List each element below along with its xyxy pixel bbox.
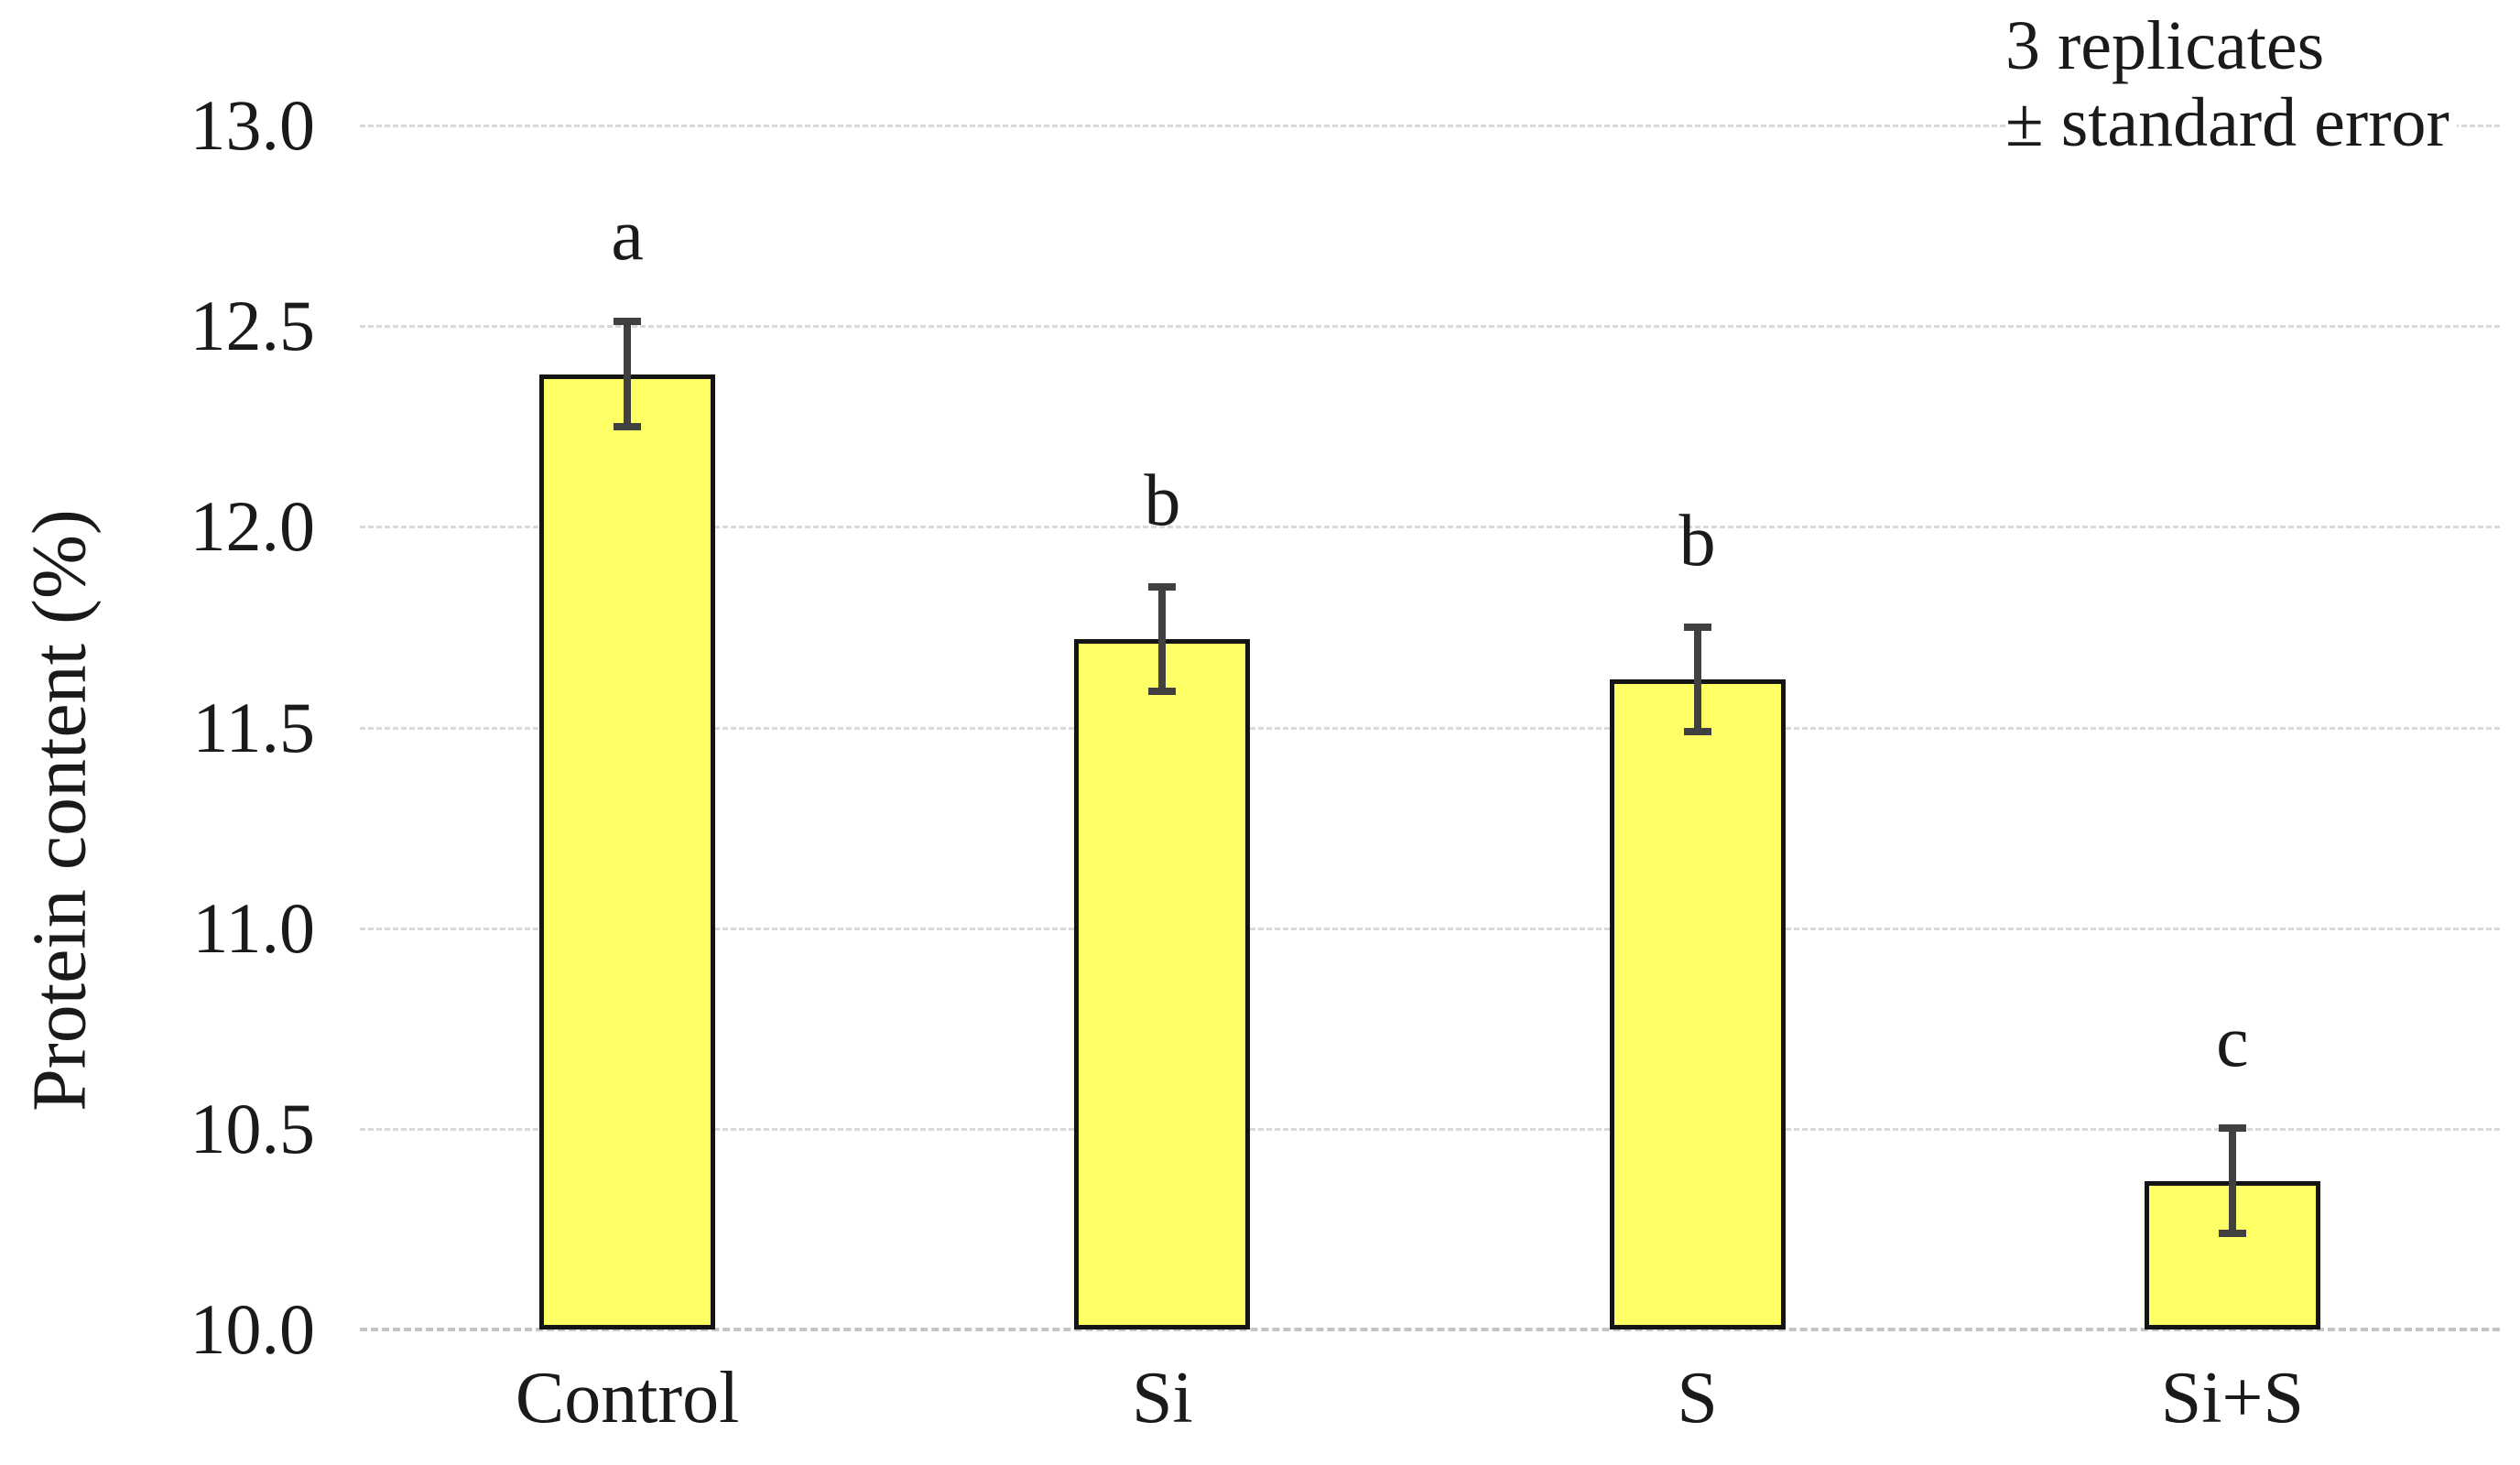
y-tick-label-12.0: 12.0: [190, 486, 316, 567]
annotation-line-2: ± standard error: [2005, 84, 2449, 161]
error-bar-stem-control: [624, 318, 632, 431]
gridline-11.0: [360, 927, 2500, 930]
gridline-12.5: [360, 325, 2500, 329]
gridline-11.5: [360, 726, 2500, 730]
significance-letter-si-s: c: [2216, 1002, 2249, 1083]
error-bar-bottom-cap-control: [614, 423, 642, 431]
y-axis-title: Protein content (%): [16, 509, 103, 1112]
x-tick-label-si-s: Si+S: [2160, 1358, 2305, 1438]
significance-letter-s: b: [1678, 500, 1716, 581]
y-tick-label-10.0: 10.0: [190, 1289, 316, 1369]
significance-letter-control: a: [611, 195, 644, 277]
chart-annotation: 3 replicates ± standard error: [2005, 7, 2457, 165]
error-bar-top-cap-control: [614, 318, 642, 326]
error-bar-stem-si: [1158, 582, 1167, 696]
y-tick-label-11.5: 11.5: [192, 687, 315, 767]
y-tick-label-10.5: 10.5: [190, 1088, 316, 1168]
error-bar-bottom-cap-si: [1148, 688, 1177, 696]
error-bar-top-cap-si: [1148, 582, 1177, 591]
error-bar-stem-si-s: [2228, 1124, 2236, 1238]
bar-si: [1074, 639, 1251, 1329]
bar-control: [539, 374, 716, 1329]
error-bar-top-cap-s: [1683, 623, 1711, 631]
error-bar-bottom-cap-si-s: [2218, 1230, 2246, 1238]
gridline-12.0: [360, 526, 2500, 529]
y-tick-label-12.5: 12.5: [190, 286, 316, 366]
x-tick-label-si: Si: [1132, 1358, 1193, 1438]
significance-letter-si: b: [1144, 460, 1181, 541]
bar-s: [1609, 678, 1786, 1329]
x-axis-line: [360, 1328, 2500, 1331]
y-tick-label-13.0: 13.0: [190, 85, 316, 165]
error-bar-top-cap-si-s: [2218, 1124, 2246, 1133]
error-bar-stem-s: [1693, 623, 1701, 736]
x-tick-label-s: S: [1677, 1358, 1718, 1438]
x-tick-label-control: Control: [515, 1358, 740, 1438]
gridline-10.5: [360, 1127, 2500, 1131]
error-bar-bottom-cap-s: [1683, 728, 1711, 736]
y-tick-label-11.0: 11.0: [192, 887, 315, 968]
annotation-line-1: 3 replicates: [2005, 7, 2325, 84]
gridline-13.0: [360, 125, 2500, 127]
